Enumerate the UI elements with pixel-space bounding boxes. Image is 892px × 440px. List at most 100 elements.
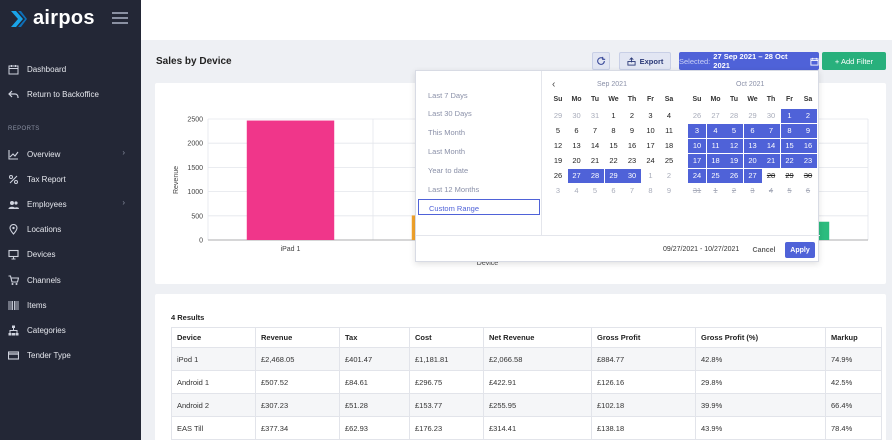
export-button[interactable]: Export [619,52,671,70]
column-header[interactable]: Device [171,327,256,348]
calendar-day[interactable]: 13 [572,141,581,150]
table-row[interactable]: EAS Till £377.34 £62.93 £176.23 £314.41 £138.… [171,416,882,440]
calendar-day[interactable]: 13 [743,139,762,153]
calendar-day[interactable]: 29 [748,111,757,120]
sidebar-item-employees[interactable]: Employees › [8,197,133,211]
calendar-day[interactable]: 1 [648,171,653,180]
cancel-button[interactable]: Cancel [752,246,776,254]
sidebar-item-dashboard[interactable]: Dashboard [8,62,133,76]
calendar-day[interactable]: 20 [743,154,762,168]
calendar-day[interactable]: 9 [799,124,817,138]
calendar-day[interactable]: 1 [611,111,616,120]
calendar-day[interactable]: 2 [629,111,635,120]
calendar-day[interactable]: 6 [805,186,811,195]
calendar-day[interactable]: 16 [627,141,637,150]
calendar-day[interactable]: 5 [592,186,598,195]
column-header[interactable]: Gross Profit (%) [695,327,826,348]
calendar-day[interactable]: 4 [706,124,725,138]
calendar-day[interactable]: 22 [780,154,799,168]
calendar-day[interactable]: 24 [688,169,706,183]
calendar-day[interactable]: 4 [574,186,579,195]
calendar-day[interactable]: 9 [629,126,635,135]
calendar-day[interactable]: 18 [664,141,674,150]
sidebar-item-items[interactable]: Items [8,298,133,312]
calendar-day[interactable]: 9 [666,186,672,195]
calendar-day[interactable]: 17 [646,141,655,150]
calendar-day[interactable]: 10 [646,126,655,135]
calendar-day[interactable]: 1 [713,186,718,195]
sidebar-item-categories[interactable]: Categories [8,323,133,337]
refresh-button[interactable] [592,52,610,70]
calendar-day[interactable]: 7 [762,124,780,138]
sidebar-item-tax-report[interactable]: Tax Report [8,172,133,186]
calendar-day[interactable]: 16 [799,139,817,153]
calendar-day[interactable]: 4 [768,186,774,195]
calendar-day[interactable]: 31 [692,186,702,195]
calendar-day[interactable]: 24 [646,156,655,165]
calendar-day[interactable]: 29 [553,111,563,120]
range-last-month[interactable]: Last Month [428,147,466,156]
column-header[interactable]: Revenue [255,327,340,348]
date-range-button[interactable]: Selected: 27 Sep 2021 – 28 Oct 2021 [679,52,819,70]
calendar-day[interactable]: 26 [692,111,702,120]
column-header[interactable]: Net Revenue [483,327,592,348]
calendar-day[interactable]: 25 [706,169,725,183]
sidebar-item-overview[interactable]: Overview › [8,147,133,161]
calendar-day[interactable]: 12 [725,139,743,153]
calendar-day[interactable]: 20 [572,156,581,165]
range-last-30-days[interactable]: Last 30 Days [428,109,472,118]
table-row[interactable]: Android 1 £507.52 £84.61 £296.75 £422.91 £126… [171,370,882,394]
range-custom[interactable]: Custom Range [418,199,540,215]
calendar-day[interactable]: 29 [604,169,623,183]
calendar-day[interactable]: 4 [666,111,672,120]
calendar-day[interactable]: 5 [787,186,792,195]
calendar-day[interactable]: 31 [590,111,600,120]
calendar-day[interactable]: 2 [666,171,672,180]
sidebar-item-devices[interactable]: Devices [8,247,133,261]
calendar-day[interactable]: 26 [725,169,743,183]
table-row[interactable]: Android 2 £307.23 £51.28 £153.77 £255.95 £102… [171,393,882,417]
calendar-day[interactable]: 27 [743,169,762,183]
calendar-day[interactable]: 2 [799,109,817,123]
calendar-day[interactable]: 1 [780,109,799,123]
calendar-day[interactable]: 8 [780,124,799,138]
calendar-day[interactable]: 23 [799,154,817,168]
calendar-day[interactable]: 6 [574,126,579,135]
calendar-day[interactable]: 3 [648,111,653,120]
calendar-day[interactable]: 5 [725,124,743,138]
calendar-day[interactable]: 21 [762,154,780,168]
calendar-day[interactable]: 3 [555,186,561,195]
calendar-day[interactable]: 14 [590,141,600,150]
calendar-day[interactable]: 14 [762,139,780,153]
calendar-day[interactable]: 21 [590,156,600,165]
calendar-day[interactable]: 2 [731,186,737,195]
calendar-day[interactable]: 3 [688,124,706,138]
calendar-day[interactable]: 6 [611,186,616,195]
calendar-day[interactable]: 3 [750,186,755,195]
column-header[interactable]: Tax [339,327,410,348]
column-header[interactable]: Gross Profit [591,327,696,348]
calendar-day[interactable]: 28 [729,111,739,120]
calendar-day[interactable]: 10 [688,139,706,153]
calendar-day[interactable]: 11 [706,139,725,153]
calendar-day[interactable]: 28 [766,171,776,180]
sidebar-item-channels[interactable]: Channels [8,273,133,287]
calendar-day[interactable]: 8 [611,126,616,135]
calendar-day[interactable]: 23 [627,156,637,165]
calendar-day[interactable]: 11 [665,126,673,135]
calendar-day[interactable]: 29 [785,171,794,180]
calendar-day[interactable]: 15 [780,139,799,153]
calendar-day[interactable]: 27 [567,169,586,183]
bar-ipad-1[interactable] [246,120,335,240]
calendar-day[interactable]: 30 [572,111,581,120]
calendar-day[interactable]: 19 [553,156,563,165]
column-header[interactable]: Markup [825,327,882,348]
range-last-12-months[interactable]: Last 12 Months [428,185,480,194]
calendar-day[interactable]: 25 [664,156,674,165]
calendar-day[interactable]: 6 [743,124,762,138]
range-last-7-days[interactable]: Last 7 Days [428,91,468,100]
table-row[interactable]: iPod 1 £2,468.05 £401.47 £1,181.81 £2,066.58… [171,347,882,371]
menu-toggle-icon[interactable] [112,12,128,24]
calendar-day[interactable]: 22 [609,156,618,165]
calendar-day[interactable]: 19 [725,154,743,168]
